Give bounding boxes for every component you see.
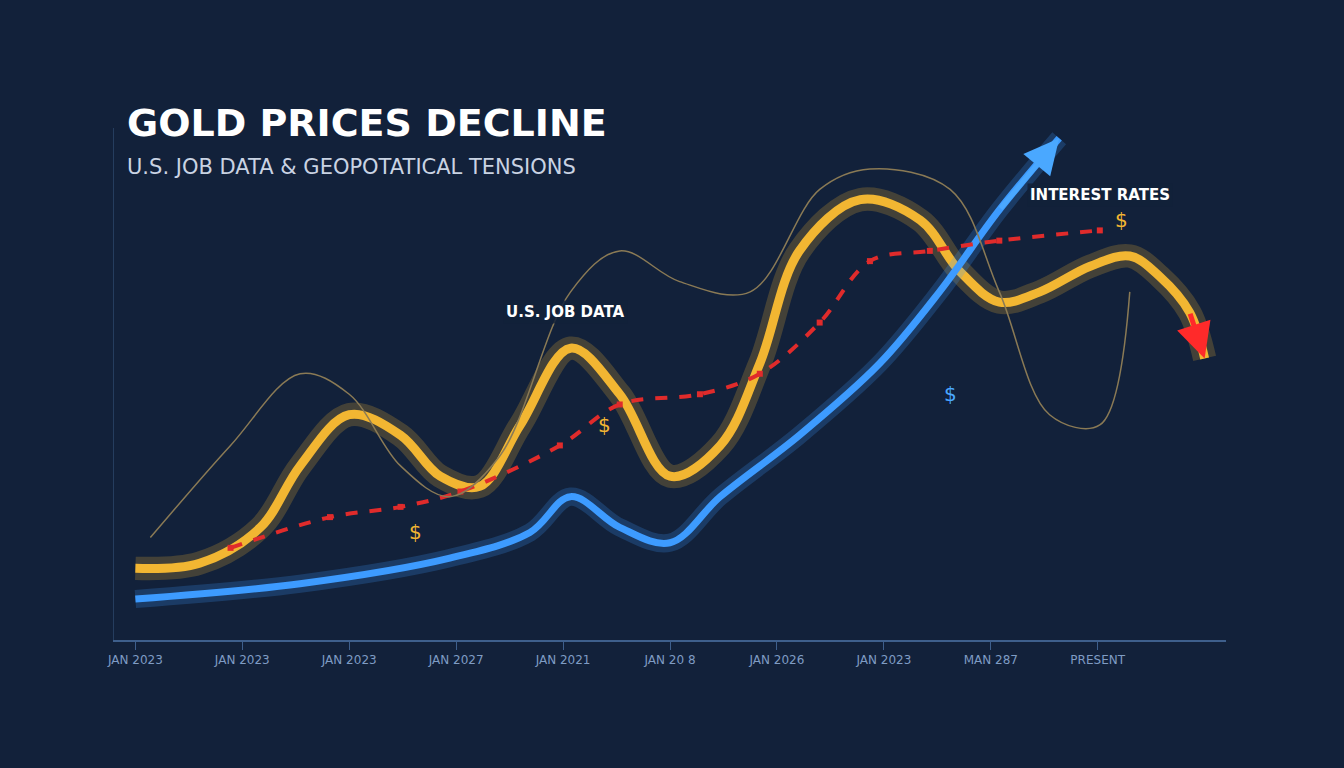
svg-text:JAN 2023: JAN 2023	[321, 653, 377, 667]
svg-text:$: $	[598, 413, 611, 437]
svg-text:U.S. JOB DATA & GEOPOTATICAL T: U.S. JOB DATA & GEOPOTATICAL TENSIONS	[127, 155, 576, 179]
svg-text:JAN 20 8: JAN 20 8	[643, 653, 695, 667]
svg-text:PRESENT: PRESENT	[1070, 653, 1125, 667]
svg-text:$: $	[409, 520, 422, 544]
svg-text:$: $	[1115, 208, 1128, 232]
svg-text:JAN 2027: JAN 2027	[428, 653, 484, 667]
svg-text:U.S. JOB DATA: U.S. JOB DATA	[506, 303, 625, 321]
svg-text:INTEREST RATES: INTEREST RATES	[1030, 186, 1170, 204]
svg-text:MAN 287: MAN 287	[964, 653, 1018, 667]
svg-text:JAN 2023: JAN 2023	[855, 653, 911, 667]
svg-text:GOLD PRICES DECLINE: GOLD PRICES DECLINE	[127, 101, 607, 145]
svg-text:JAN 2021: JAN 2021	[535, 653, 591, 667]
svg-text:JAN 2026: JAN 2026	[748, 653, 804, 667]
svg-text:$: $	[944, 382, 957, 406]
svg-text:JAN 2023: JAN 2023	[107, 653, 163, 667]
svg-text:JAN 2023: JAN 2023	[214, 653, 270, 667]
